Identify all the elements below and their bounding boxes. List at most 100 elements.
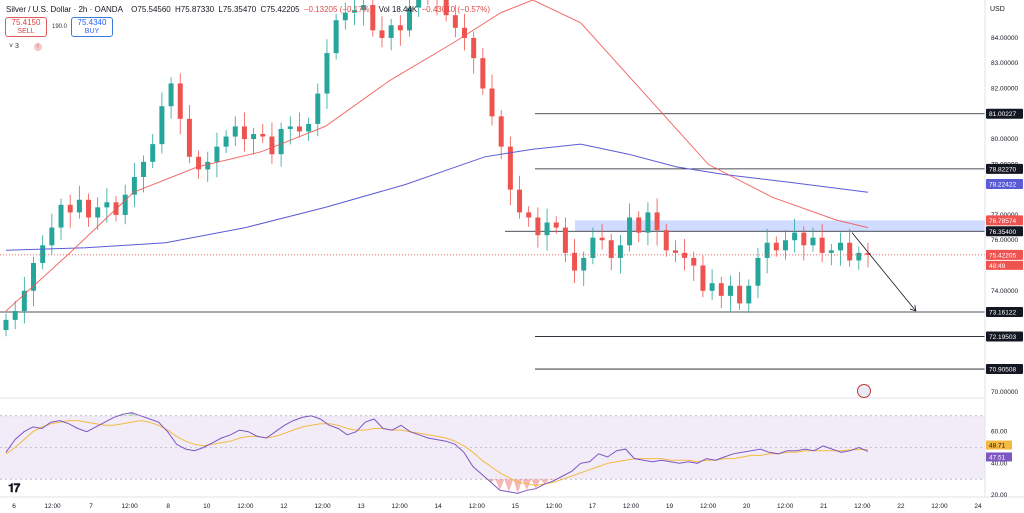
candle-body[interactable]	[507, 146, 513, 190]
candle-body[interactable]	[342, 12, 348, 21]
candle-body[interactable]	[443, 0, 449, 16]
candle-body[interactable]	[49, 227, 55, 246]
candle-body[interactable]	[755, 257, 761, 286]
candle-body[interactable]	[223, 136, 229, 147]
candle-body[interactable]	[214, 146, 220, 162]
candle-body[interactable]	[186, 118, 192, 157]
candle-body[interactable]	[260, 134, 266, 137]
candle-body[interactable]	[682, 252, 688, 258]
candle-body[interactable]	[168, 83, 174, 107]
candle-body[interactable]	[801, 232, 807, 246]
candle-body[interactable]	[810, 237, 816, 246]
candle-body[interactable]	[700, 265, 706, 291]
candle-body[interactable]	[370, 5, 376, 31]
candle-body[interactable]	[727, 285, 733, 296]
candle-body[interactable]	[782, 240, 788, 251]
candle-body[interactable]	[498, 116, 504, 147]
candle-body[interactable]	[599, 237, 605, 241]
alert-flag-icon[interactable]: !	[34, 43, 42, 51]
candle-body[interactable]	[196, 156, 202, 170]
candle-body[interactable]	[287, 126, 293, 129]
candle-body[interactable]	[333, 20, 339, 54]
legend-row[interactable]: Silver / U.S. Dollar · 2h · OANDA O75.54…	[6, 5, 492, 14]
candle-body[interactable]	[379, 30, 385, 38]
candle-body[interactable]	[86, 199, 92, 218]
candle-body[interactable]	[837, 242, 843, 251]
candle-body[interactable]	[21, 290, 27, 312]
candle-body[interactable]	[819, 237, 825, 253]
candle-body[interactable]	[131, 177, 137, 195]
candle-body[interactable]	[636, 217, 642, 233]
candle-body[interactable]	[572, 252, 578, 271]
candle-body[interactable]	[141, 161, 147, 178]
candle-body[interactable]	[544, 222, 550, 236]
candle-body[interactable]	[58, 204, 64, 228]
candle-body[interactable]	[361, 5, 367, 11]
candle-body[interactable]	[691, 257, 697, 266]
candle-body[interactable]	[462, 27, 468, 38]
candle-body[interactable]	[324, 53, 330, 94]
candle-body[interactable]	[489, 88, 495, 117]
candle-body[interactable]	[672, 250, 678, 253]
candle-body[interactable]	[517, 189, 523, 213]
candle-body[interactable]	[773, 242, 779, 251]
candle-body[interactable]	[251, 134, 257, 140]
sell-button[interactable]: 75.4150 SELL	[5, 17, 47, 37]
candle-body[interactable]	[480, 58, 486, 89]
candle-body[interactable]	[471, 37, 477, 59]
candle-body[interactable]	[792, 232, 798, 241]
candle-body[interactable]	[95, 207, 101, 218]
candle-body[interactable]	[232, 126, 238, 137]
candle-body[interactable]	[746, 285, 752, 304]
candle-body[interactable]	[452, 15, 458, 28]
candle-body[interactable]	[856, 252, 862, 261]
candle-body[interactable]	[590, 237, 596, 258]
candle-body[interactable]	[150, 144, 156, 162]
candle-body[interactable]	[718, 283, 724, 296]
candle-body[interactable]	[526, 212, 532, 218]
candle-body[interactable]	[617, 245, 623, 258]
candle-body[interactable]	[104, 202, 110, 208]
candle-body[interactable]	[553, 222, 559, 228]
candle-body[interactable]	[278, 128, 284, 155]
candle-body[interactable]	[177, 83, 183, 119]
candle-body[interactable]	[663, 230, 669, 251]
candle-body[interactable]	[627, 217, 633, 246]
symbol-title[interactable]: Silver / U.S. Dollar · 2h · OANDA	[6, 5, 123, 14]
candle-body[interactable]	[67, 204, 73, 213]
candle-body[interactable]	[31, 262, 37, 291]
candle-body[interactable]	[535, 217, 541, 236]
candle-body[interactable]	[205, 161, 211, 170]
candle-body[interactable]	[847, 242, 853, 261]
currency-label[interactable]: USD	[990, 6, 1005, 13]
candle-body[interactable]	[737, 285, 743, 304]
candle-body[interactable]	[397, 25, 403, 31]
candle-body[interactable]	[416, 0, 422, 8]
candle-body[interactable]	[709, 283, 715, 291]
candle-body[interactable]	[296, 126, 302, 132]
candle-body[interactable]	[608, 240, 614, 258]
buy-button[interactable]: 75.4340 BUY	[71, 17, 113, 37]
candle-body[interactable]	[581, 257, 587, 271]
tradingview-logo-icon[interactable]: 𝟏𝟕	[8, 481, 20, 495]
candle-body[interactable]	[3, 319, 9, 330]
candle-body[interactable]	[269, 136, 275, 155]
candle-body[interactable]	[764, 242, 770, 258]
candle-body[interactable]	[406, 7, 412, 31]
candle-body[interactable]	[828, 250, 834, 253]
candle-body[interactable]	[122, 194, 128, 215]
candle-body[interactable]	[315, 93, 321, 124]
candle-body[interactable]	[654, 212, 660, 231]
candle-body[interactable]	[388, 25, 394, 38]
candle-body[interactable]	[12, 311, 18, 320]
indicators-toggle[interactable]: ˅ 3	[9, 43, 19, 50]
candle-body[interactable]	[241, 126, 247, 140]
candle-body[interactable]	[562, 227, 568, 253]
forecast-arrow-line[interactable]	[851, 232, 917, 312]
candle-body[interactable]	[159, 106, 165, 145]
candle-body[interactable]	[306, 123, 312, 132]
candle-body[interactable]	[40, 245, 46, 263]
candle-body[interactable]	[645, 212, 651, 233]
candle-body[interactable]	[865, 252, 871, 255]
